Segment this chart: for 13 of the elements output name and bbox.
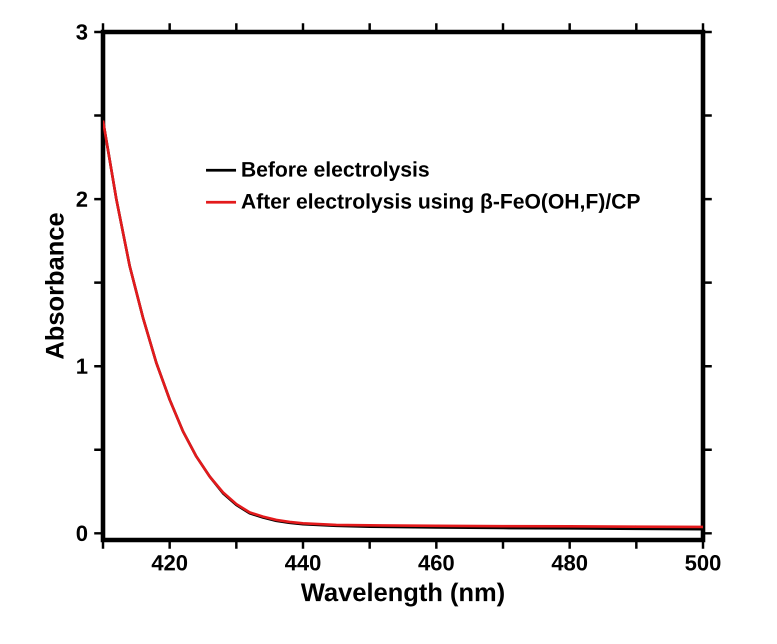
x-tick-label: 440 <box>285 555 320 571</box>
x-tick-label: 480 <box>552 555 588 571</box>
legend-label: After electrolysis using β-FeO(OH,F)/CP <box>241 193 640 214</box>
x-axis-title: Wavelength (nm) <box>300 582 504 606</box>
y-axis-title: Absorbance <box>45 213 64 359</box>
y-tick-label: 2 <box>76 191 88 207</box>
x-tick-label: 420 <box>152 555 188 571</box>
y-tick-label: 3 <box>76 24 88 40</box>
x-tick-label: 460 <box>418 555 454 571</box>
legend-label: Before electrolysis <box>242 161 429 181</box>
x-tick-label: 500 <box>685 555 720 571</box>
y-tick-label: 1 <box>77 358 88 374</box>
y-tick-label: 0 <box>76 526 88 542</box>
